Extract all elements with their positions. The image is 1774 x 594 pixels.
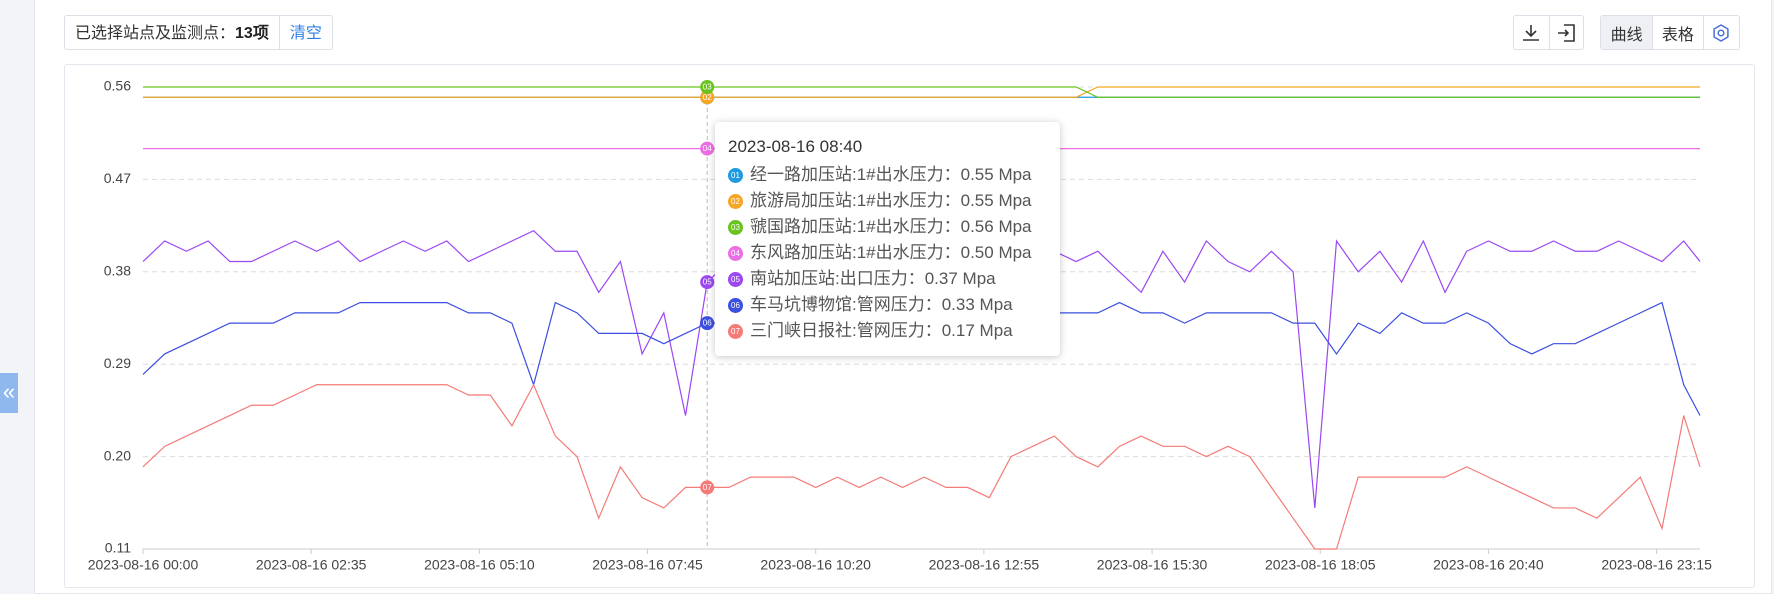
tooltip-item: 旅游局加压站:1#出水压力：0.55 Mpa (750, 191, 1032, 210)
tooltip-item: 南站加压站:出口压力：0.37 Mpa (750, 269, 996, 288)
curve-button[interactable]: 曲线 (1601, 16, 1653, 49)
tooltip-dot: 05 (728, 271, 743, 287)
collapse-tab[interactable]: « (0, 373, 18, 413)
tooltip-dot: 04 (728, 245, 743, 261)
selection-label: 已选择站点及监测点： (75, 25, 236, 42)
tooltip-row: 01 经一路加压站:1#出水压力：0.55 Mpa (728, 162, 1047, 188)
tooltip: 2023-08-16 08:40 01 经一路加压站:1#出水压力：0.55 Mp… (715, 122, 1060, 356)
tooltip-item: 三门峡日报社:管网压力：0.17 Mpa (750, 321, 1013, 340)
clear-button[interactable]: 清空 (278, 16, 332, 49)
tooltip-item: 东风路加压站:1#出水压力：0.50 Mpa (750, 243, 1032, 262)
chart: 0.11 0.20 0.29 0.38 0.47 0.56 2023-08-16 00:00… (88, 78, 1712, 573)
tooltip-row: 04 东风路加压站:1#出水压力：0.50 Mpa (728, 240, 1047, 266)
point-marker (700, 80, 715, 94)
x-tick-label: 2023-08-16 00:00 (88, 557, 199, 573)
point-marker-label: 06 (703, 319, 712, 328)
download-icon (1523, 24, 1540, 41)
tooltip-item: 经一路加压站:1#出水压力：0.55 Mpa (750, 165, 1032, 184)
export-buttons (1513, 15, 1584, 50)
table-button[interactable]: 表格 (1652, 16, 1702, 49)
y-tick-label: 0.20 (104, 447, 131, 463)
x-tick-label: 2023-08-16 10:20 (760, 557, 871, 573)
point-marker (700, 141, 715, 156)
tooltip-row: 06 车马坑博物馆:管网压力：0.33 Mpa (728, 292, 1047, 318)
x-tick-label: 2023-08-16 02:35 (256, 557, 367, 573)
download-button[interactable] (1514, 16, 1549, 49)
tooltip-title: 2023-08-16 08:40 (728, 137, 863, 156)
tooltip-dot: 03 (728, 219, 743, 235)
x-tick-label: 2023-08-16 12:55 (929, 557, 1040, 573)
point-marker-label: 02 (703, 93, 712, 102)
y-tick-label: 0.56 (104, 78, 131, 94)
tooltip-dot: 07 (728, 323, 743, 339)
selection-box: 已选择站点及监测点：13项 清空 (64, 15, 333, 50)
view-switch: 曲线 表格 (1600, 15, 1740, 50)
export-icon (1558, 23, 1576, 42)
x-tick-label: 2023-08-16 23:15 (1601, 557, 1712, 573)
point-marker-label: 07 (703, 483, 712, 492)
x-tick-label: 2023-08-16 20:40 (1433, 557, 1544, 573)
tooltip-row: 02 旅游局加压站:1#出水压力：0.55 Mpa (728, 188, 1047, 214)
series-line (143, 86, 1700, 98)
tooltip-item: 虢国路加压站:1#出水压力：0.56 Mpa (750, 217, 1032, 236)
point-marker (700, 90, 715, 105)
x-tick-label: 2023-08-16 07:45 (592, 557, 703, 573)
y-tick-label: 0.38 (104, 263, 131, 279)
y-tick-label: 0.47 (104, 170, 131, 186)
tooltip-dot: 02 (728, 193, 743, 209)
point-marker (700, 480, 715, 495)
selection-info: 已选择站点及监测点：13项 (65, 16, 279, 49)
settings-icon (1713, 23, 1729, 42)
tooltip-dot: 01 (728, 167, 743, 183)
series-line (142, 383, 1701, 550)
point-marker-label: 03 (703, 83, 712, 92)
x-tick-label: 2023-08-16 05:10 (424, 557, 535, 573)
tooltip-row: 05 南站加压站:出口压力：0.37 Mpa (728, 266, 1047, 292)
y-tick-label: 0.11 (105, 540, 131, 556)
selection-count: 13项 (235, 25, 269, 42)
point-marker-label: 05 (703, 278, 712, 287)
x-tick-label: 2023-08-16 15:30 (1097, 557, 1208, 573)
tooltip-dot: 06 (728, 297, 743, 313)
point-marker (700, 316, 715, 331)
x-tick-label: 2023-08-16 18:05 (1265, 557, 1376, 573)
export-button[interactable] (1548, 16, 1584, 49)
settings-button[interactable] (1702, 16, 1739, 49)
tooltip-row: 03 虢国路加压站:1#出水压力：0.56 Mpa (728, 214, 1047, 240)
series-line (143, 86, 1700, 98)
tooltip-item: 车马坑博物馆:管网压力：0.33 Mpa (750, 295, 1013, 314)
tooltip-row: 07 三门峡日报社:管网压力：0.17 Mpa (728, 318, 1047, 344)
y-tick-label: 0.29 (104, 355, 131, 371)
point-marker (700, 275, 715, 290)
point-marker-label: 04 (703, 144, 712, 153)
